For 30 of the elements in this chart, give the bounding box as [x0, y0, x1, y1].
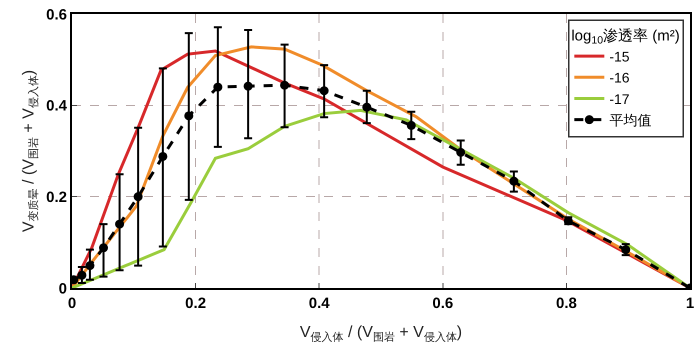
point	[134, 192, 143, 202]
legend-label: 平均值	[609, 112, 652, 128]
point	[184, 111, 194, 120]
point	[213, 82, 222, 92]
point	[244, 82, 253, 91]
point	[115, 220, 124, 229]
point	[280, 80, 290, 90]
y-tick-label: 0.6	[46, 6, 67, 24]
legend-label: -15	[609, 48, 630, 65]
x-axis-title: V$_{侵入体}$ / (V$_{围岩}$ + V$_{侵入体}$)	[300, 324, 462, 344]
point	[77, 270, 86, 280]
point	[85, 261, 94, 270]
point	[362, 102, 372, 112]
point	[99, 243, 108, 252]
y-tick-label: 0.4	[46, 98, 68, 115]
point	[406, 120, 416, 130]
point	[509, 176, 518, 186]
point	[456, 148, 466, 157]
point	[158, 152, 168, 161]
point	[320, 86, 329, 96]
x-tick-label: 0.6	[432, 295, 454, 312]
x-tick-label: 0.8	[556, 295, 577, 312]
y-tick-label: 0.2	[46, 188, 67, 206]
legend-label: -16	[609, 70, 630, 86]
legend-title: log$_{10}$渗透率 (m²)	[571, 27, 680, 47]
x-tick-label: 0.2	[185, 295, 206, 312]
y-tick-label: 0	[58, 280, 67, 298]
legend-label: -17	[609, 90, 630, 107]
x-tick-label: 1	[686, 295, 694, 312]
x-tick-label: 0.4	[308, 295, 330, 312]
